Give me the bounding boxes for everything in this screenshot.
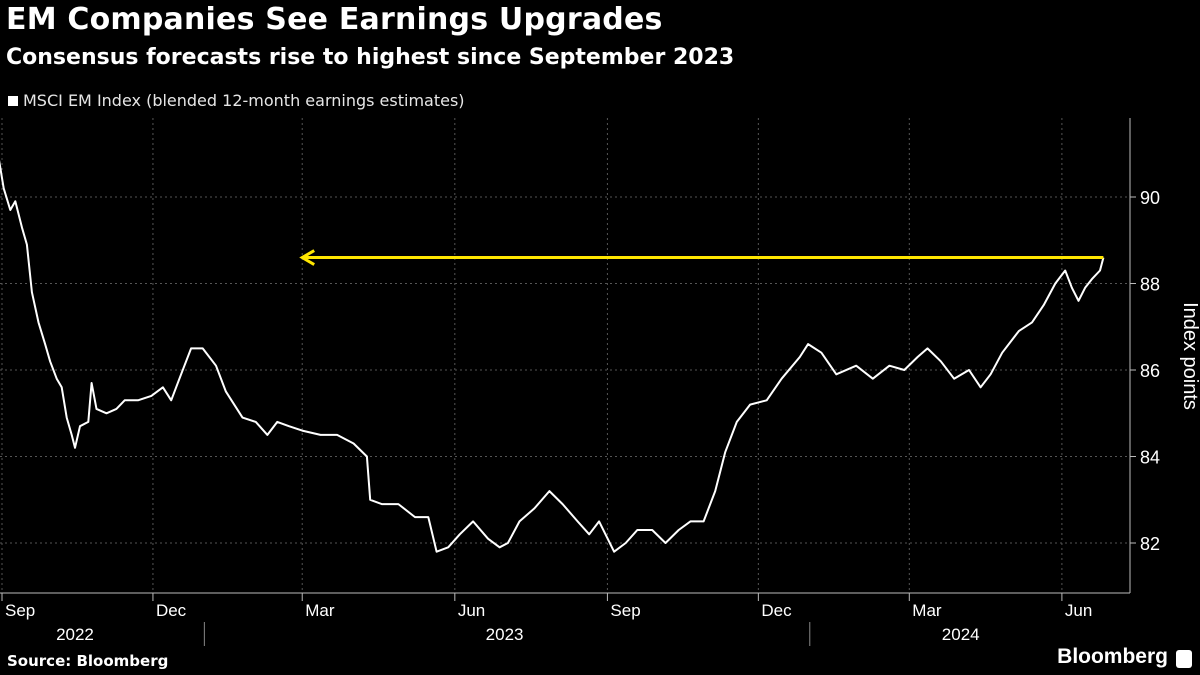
source-note: Source: Bloomberg <box>7 652 169 670</box>
x-tick-label: Jun <box>1065 601 1092 620</box>
bloomberg-logo-icon <box>1176 650 1192 668</box>
year-label: 2023 <box>486 625 524 644</box>
x-tick-label: Sep <box>610 601 640 620</box>
x-tick-label: Sep <box>5 601 35 620</box>
y-tick-label: 86 <box>1140 361 1160 381</box>
series-layer <box>0 159 1105 553</box>
chart-subtitle: Consensus forecasts rise to highest sinc… <box>6 45 735 70</box>
y-tick-label: 84 <box>1140 448 1160 468</box>
grid-lines <box>0 118 1130 593</box>
y-tick-label: 82 <box>1140 534 1160 554</box>
x-tick-label: Dec <box>156 601 187 620</box>
legend-label: MSCI EM Index (blended 12-month earnings… <box>23 91 465 110</box>
annotation-layer <box>299 249 1104 266</box>
arrow-head-icon <box>299 249 315 266</box>
legend-swatch-icon <box>8 95 18 106</box>
y-axis-title: Index points <box>1179 302 1200 410</box>
chart-title: EM Companies See Earnings Upgrades <box>6 2 663 37</box>
year-label: 2022 <box>56 625 94 644</box>
x-tick-label: Jun <box>458 601 485 620</box>
x-tick-label: Mar <box>305 601 335 620</box>
legend: MSCI EM Index (blended 12-month earnings… <box>8 91 465 110</box>
y-tick-label: 90 <box>1140 188 1160 208</box>
axes: 82 84 86 88 90 Sep Dec Mar Jun Sep Dec Mar Jun 2022 20… <box>0 118 1200 646</box>
x-tick-label: Dec <box>761 601 792 620</box>
bloomberg-logo: Bloomberg <box>1057 645 1168 668</box>
year-label: 2024 <box>942 625 980 644</box>
y-tick-label: 88 <box>1140 275 1160 295</box>
series-line <box>0 159 1105 553</box>
x-tick-label: Mar <box>912 601 942 620</box>
